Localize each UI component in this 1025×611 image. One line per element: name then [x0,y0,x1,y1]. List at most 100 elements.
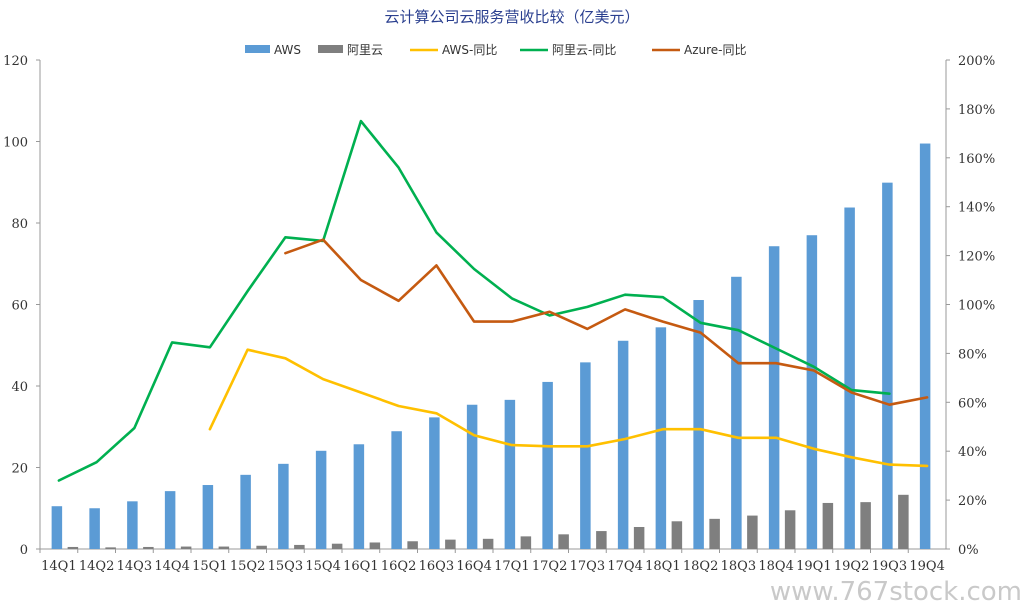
azure-yoy-line [284,238,929,406]
right-tick-label: 200% [958,54,995,69]
legend-aliyun-label: 阿里云 [347,43,383,57]
right-tick-label: 100% [958,299,995,314]
bar-aliyun [294,544,305,549]
bar-aws [542,381,553,549]
bar-aws [429,417,440,549]
x-tick-label: 15Q3 [268,559,303,574]
bar-aliyun [747,515,758,549]
legend-aliyun-swatch [318,45,343,53]
x-tick-label: 19Q4 [909,559,944,574]
bar-aws [164,491,176,549]
x-tick-label: 18Q2 [683,559,718,574]
bar-aws [127,501,138,549]
bar-aliyun [898,494,909,549]
bar-aws [353,444,365,549]
bar-aws [768,246,780,550]
left-tick-label: 0 [20,543,28,558]
bar-aws [655,327,667,549]
legend: AWS 阿里云 AWS-同比 阿里云-同比 Azure-同比 [245,43,747,57]
bar-aliyun [596,531,607,549]
bar-aws [278,463,289,549]
bar-aliyun [520,536,532,549]
x-tick-label: 18Q4 [758,559,793,574]
bar-aliyun [633,526,645,549]
bar-aws [882,182,893,549]
x-tick-label: 17Q2 [532,559,567,574]
bar-aws [315,450,327,549]
right-tick-label: 120% [958,250,995,265]
x-tick-label: 15Q2 [230,559,265,574]
bars [51,143,931,550]
bar-aws [240,474,251,549]
x-tick-label: 15Q4 [305,559,340,574]
legend-aws-yoy-label: AWS-同比 [442,43,497,57]
lines [57,119,929,482]
bar-aliyun [671,521,683,549]
bar-aliyun [369,542,381,549]
bar-aliyun [709,518,720,549]
bar-aliyun [407,541,418,549]
left-tick-label: 120 [3,54,28,69]
bar-aliyun [105,547,116,549]
bar-aliyun [180,546,192,549]
right-tick-label: 0% [958,543,979,558]
right-tick-label: 40% [958,445,987,460]
x-tick-label: 18Q1 [645,559,680,574]
bar-aliyun [860,502,871,549]
bar-aws [580,362,591,549]
watermark-text: www.767stock.com [770,577,1022,607]
bar-aliyun [445,539,456,549]
bar-aws [89,508,100,549]
bar-aws [919,143,931,549]
aliyun-yoy-line [57,119,891,482]
x-tick-label: 19Q1 [796,559,831,574]
x-tick-label: 19Q2 [834,559,869,574]
bar-aws [391,431,402,549]
x-tick-label: 17Q1 [494,559,529,574]
bar-aliyun [331,543,343,549]
bar-aliyun [218,546,230,549]
x-tick-label: 14Q3 [117,559,152,574]
aws-yoy-line [208,348,929,468]
bar-aliyun [558,534,569,549]
bar-aws [806,235,818,549]
bar-aliyun [482,538,494,549]
legend-aws-swatch [245,45,270,53]
bar-aliyun [784,510,796,549]
x-tick-label: 16Q2 [381,559,416,574]
right-tick-label: 60% [958,396,987,411]
left-tick-label: 40 [11,380,28,395]
x-tick-label: 15Q1 [192,559,227,574]
x-tick-label: 14Q1 [41,559,76,574]
right-tick-label: 180% [958,103,995,118]
x-tick-label: 14Q2 [79,559,114,574]
right-tick-label: 160% [958,152,995,167]
x-tick-label: 14Q4 [154,559,189,574]
x-tick-label: 18Q3 [721,559,756,574]
right-tick-label: 140% [958,201,995,216]
left-tick-label: 60 [11,299,28,314]
bar-aliyun [67,546,79,549]
bar-aws [504,399,516,549]
bar-aws [617,340,629,549]
left-tick-label: 80 [11,217,28,232]
bar-aliyun [256,545,267,549]
left-tick-label: 100 [3,136,28,151]
bar-aliyun [822,502,834,549]
x-tick-label: 17Q3 [570,559,605,574]
x-tick-label: 17Q4 [607,559,642,574]
left-tick-label: 20 [11,462,28,477]
x-tick-label: 16Q3 [419,559,454,574]
bar-aws [466,404,478,549]
x-tick-label: 16Q4 [456,559,491,574]
right-tick-label: 80% [958,347,987,362]
right-tick-label: 20% [958,494,987,509]
bar-aliyun [143,546,154,549]
bar-aws [731,276,742,549]
bar-aws [202,485,214,549]
legend-azure-yoy-label: Azure-同比 [684,43,747,57]
x-tick-label: 19Q3 [872,559,907,574]
chart-title: 云计算公司云服务营收比较（亿美元） [384,8,639,26]
legend-aws-label: AWS [274,43,301,57]
